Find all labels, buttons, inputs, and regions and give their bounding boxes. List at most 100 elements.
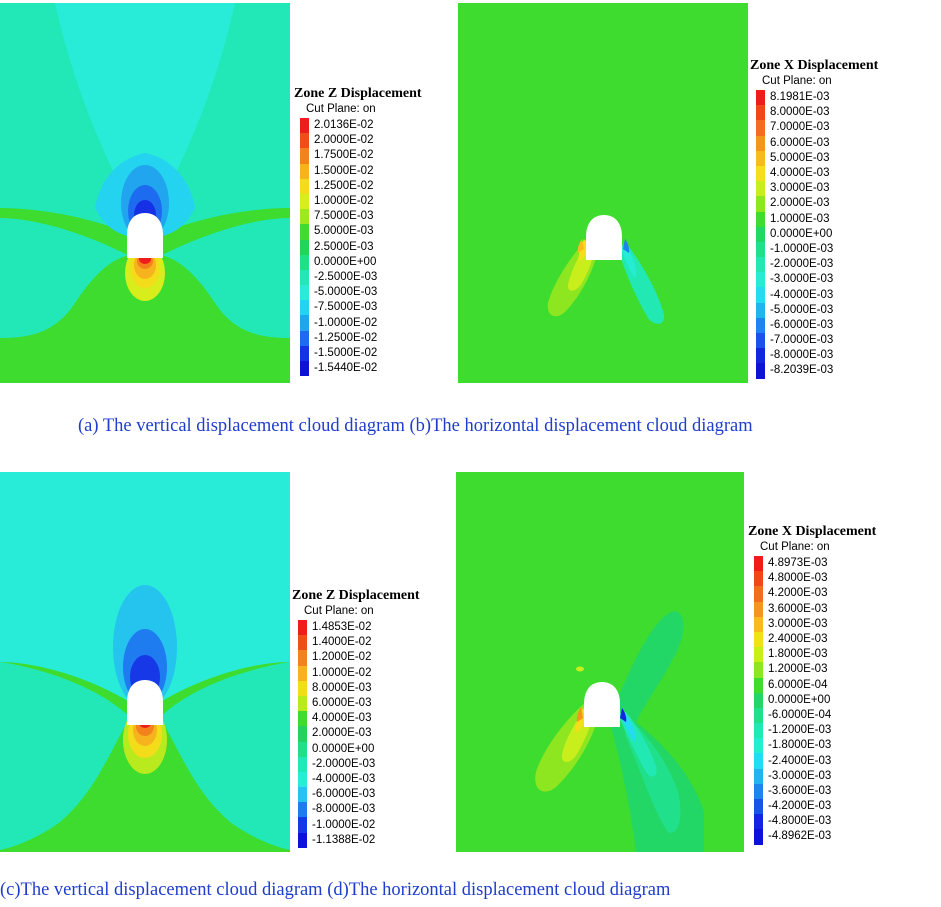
legend-swatch bbox=[298, 817, 307, 833]
legend-level-label: -7.5000E-03 bbox=[314, 301, 378, 314]
contour-plot-c bbox=[0, 472, 290, 852]
legend-level: -3.0000E-03 bbox=[756, 272, 878, 288]
legend-level: 8.1981E-03 bbox=[756, 90, 878, 106]
legend-level: 2.4000E-03 bbox=[754, 631, 876, 648]
legend-level: -3.6000E-03 bbox=[754, 783, 876, 799]
legend-swatch bbox=[754, 723, 763, 739]
legend-level-label: 2.5000E-03 bbox=[314, 240, 374, 253]
legend-level: 7.0000E-03 bbox=[756, 120, 878, 136]
legend-scale: 4.8973E-03 4.8000E-03 4.2000E-03 3.6000E-03… bbox=[754, 556, 876, 845]
legend-level: 4.2000E-03 bbox=[754, 586, 876, 602]
legend-level: 1.0000E-02 bbox=[298, 665, 420, 681]
legend-swatch bbox=[298, 650, 307, 666]
legend-title: Zone Z Displacement bbox=[292, 588, 420, 603]
legend-title: Zone X Displacement bbox=[750, 58, 879, 73]
legend-level: 1.2000E-03 bbox=[754, 662, 876, 678]
legend-swatch bbox=[300, 163, 309, 179]
legend-level-label: 1.0000E-02 bbox=[314, 195, 374, 208]
legend-level: -1.5000E-02 bbox=[300, 345, 422, 361]
legend-level-label: -1.1388E-02 bbox=[312, 833, 376, 846]
legend-level-label: 6.0000E-03 bbox=[312, 697, 372, 710]
legend-level-label: 4.8973E-03 bbox=[768, 557, 828, 570]
legend-level: -1.8000E-03 bbox=[754, 738, 876, 754]
legend-swatch bbox=[756, 135, 765, 151]
legend-level-label: 0.0000E+00 bbox=[312, 742, 375, 755]
legend-level: -2.4000E-03 bbox=[754, 753, 876, 769]
legend-level: 0.0000E+00 bbox=[754, 692, 876, 708]
legend-level-label: 1.4853E-02 bbox=[312, 621, 372, 634]
legend-swatch bbox=[756, 257, 765, 273]
legend-level: 4.8973E-03 bbox=[754, 556, 876, 572]
legend-level-label: -1.2000E-03 bbox=[768, 724, 832, 737]
tunnel-opening bbox=[584, 682, 620, 727]
legend-scale: 2.0136E-02 2.0000E-02 1.7500E-02 1.5000E-02… bbox=[300, 118, 422, 377]
legend-level: -8.0000E-03 bbox=[756, 348, 878, 364]
legend-swatch bbox=[298, 711, 307, 727]
legend-level-label: 1.2500E-02 bbox=[314, 179, 374, 192]
legend-swatch bbox=[300, 193, 309, 210]
legend-level-label: -4.0000E-03 bbox=[312, 772, 376, 785]
legend-level-label: -8.0000E-03 bbox=[312, 803, 376, 816]
tunnel-opening bbox=[586, 215, 622, 260]
legend-swatch bbox=[754, 631, 763, 648]
legend-level: 4.0000E-03 bbox=[756, 165, 878, 182]
legend-swatch bbox=[298, 695, 307, 712]
legend-level: 2.0000E-03 bbox=[298, 726, 420, 742]
legend-level: -6.0000E-03 bbox=[298, 787, 420, 803]
legend-swatch bbox=[756, 287, 765, 303]
legend-level: 4.0000E-03 bbox=[298, 711, 420, 727]
legend-level: 8.0000E-03 bbox=[756, 105, 878, 121]
legend-level: 2.0000E-03 bbox=[756, 196, 878, 212]
legend-level-label: 4.0000E-03 bbox=[770, 167, 830, 180]
legend-swatch bbox=[754, 768, 763, 784]
legend-level-label: 3.6000E-03 bbox=[768, 602, 828, 615]
legend-level-label: 1.0000E-02 bbox=[312, 666, 372, 679]
caption-top: (a) The vertical displacement cloud diag… bbox=[78, 416, 753, 436]
legend-swatch bbox=[754, 556, 763, 572]
legend-level-label: -3.0000E-03 bbox=[770, 273, 834, 286]
legend-level-label: 2.4000E-03 bbox=[768, 633, 828, 646]
legend-level: -1.5440E-02 bbox=[300, 361, 422, 377]
legend-level: -1.0000E-02 bbox=[300, 315, 422, 331]
legend-level-label: 2.0136E-02 bbox=[314, 119, 374, 132]
legend-subtitle: Cut Plane: on bbox=[304, 605, 374, 617]
legend-swatch bbox=[300, 209, 309, 225]
legend-swatch bbox=[754, 616, 763, 632]
legend-level: -6.0000E-04 bbox=[754, 707, 876, 724]
legend-level: 8.0000E-03 bbox=[298, 680, 420, 696]
legend-level-label: -5.0000E-03 bbox=[314, 286, 378, 299]
legend-swatch bbox=[300, 133, 309, 149]
legend-level-label: -2.4000E-03 bbox=[768, 754, 832, 767]
legend-swatch bbox=[300, 224, 309, 240]
legend-swatch bbox=[754, 662, 763, 678]
legend-swatch bbox=[300, 330, 309, 346]
legend-level: 7.5000E-03 bbox=[300, 209, 422, 225]
legend-level-label: -6.0000E-03 bbox=[312, 788, 376, 801]
legend-level: 2.0136E-02 bbox=[300, 118, 422, 134]
legend-level-label: 6.0000E-03 bbox=[770, 136, 830, 149]
legend-level: -1.0000E-02 bbox=[298, 817, 420, 833]
legend-level: 1.2000E-02 bbox=[298, 650, 420, 666]
legend-level-label: 4.0000E-03 bbox=[312, 712, 372, 725]
legend-swatch bbox=[298, 620, 307, 636]
legend-level: 1.5000E-02 bbox=[300, 163, 422, 179]
legend-level-label: 5.0000E-03 bbox=[314, 225, 374, 238]
legend-swatch bbox=[300, 300, 309, 316]
legend-swatch bbox=[298, 635, 307, 651]
legend-level-label: 4.8000E-03 bbox=[768, 572, 828, 585]
legend-level: -1.1388E-02 bbox=[298, 832, 420, 848]
legend-swatch bbox=[754, 799, 763, 815]
legend-level-label: 0.0000E+00 bbox=[768, 693, 831, 706]
legend-level: 1.0000E-02 bbox=[300, 193, 422, 210]
legend-level: -3.0000E-03 bbox=[754, 768, 876, 784]
legend-level-label: 1.2000E-02 bbox=[312, 651, 372, 664]
legend-level-label: 6.0000E-04 bbox=[768, 678, 828, 691]
legend-level-label: -2.5000E-03 bbox=[314, 270, 378, 283]
legend-swatch bbox=[756, 105, 765, 121]
legend-swatch bbox=[300, 345, 309, 361]
legend-level: -7.0000E-03 bbox=[756, 333, 878, 349]
legend-swatch bbox=[756, 241, 765, 258]
legend-swatch bbox=[756, 333, 765, 349]
legend-level-label: 3.0000E-03 bbox=[770, 182, 830, 195]
legend-level-label: -4.2000E-03 bbox=[768, 800, 832, 813]
